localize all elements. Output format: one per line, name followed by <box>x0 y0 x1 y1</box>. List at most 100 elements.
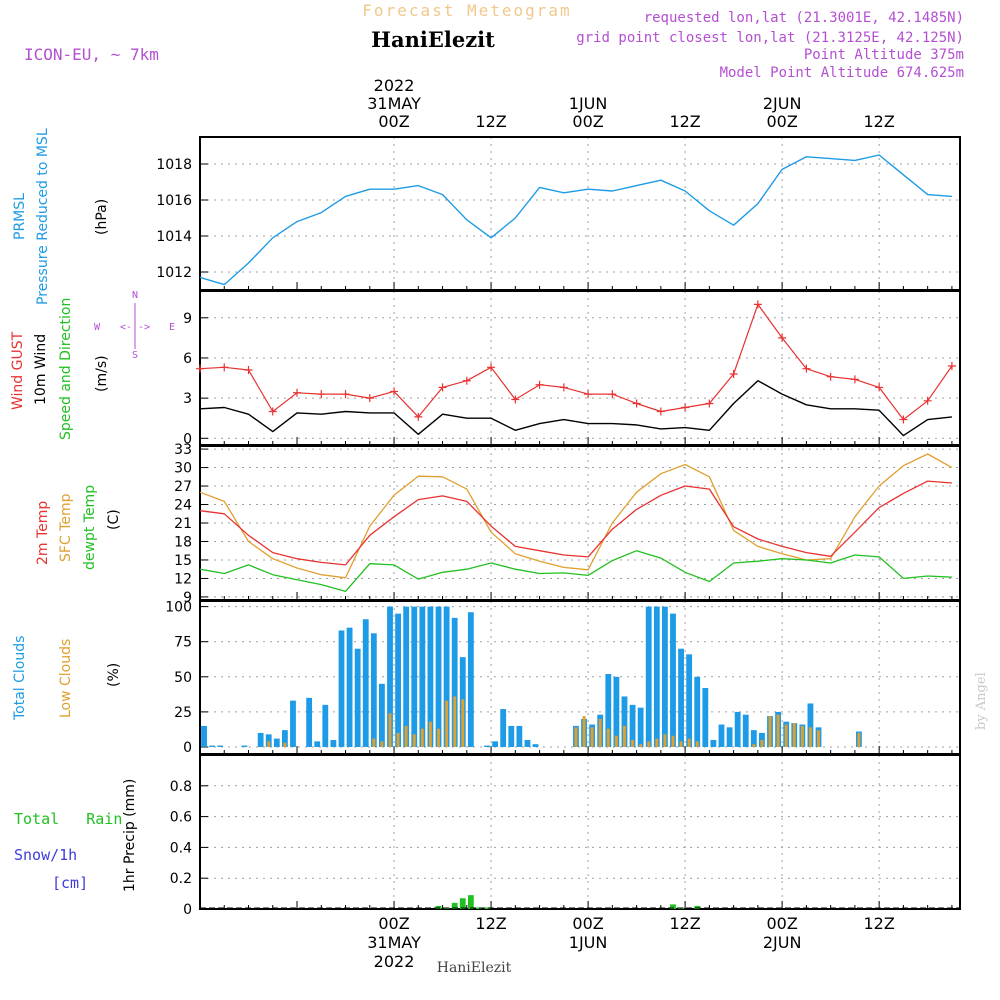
bottom-axis-label: 2022 <box>374 952 415 971</box>
total-cloud-bar <box>387 606 393 747</box>
low-cloud-bar <box>800 725 804 747</box>
total-cloud-bar <box>451 617 458 747</box>
wind-gust-marker <box>365 394 374 403</box>
total-cloud-bar <box>742 714 749 747</box>
bottom-axis-label: 2JUN <box>763 933 802 952</box>
pressure-ytick-label: 1012 <box>156 265 192 281</box>
wind-gust-marker <box>584 390 593 399</box>
total-cloud-bar <box>411 606 418 747</box>
wind-gust-marker <box>462 376 471 385</box>
total-cloud-bar <box>209 745 216 747</box>
chart-title: Forecast Meteogram <box>362 1 571 20</box>
low-cloud-bar <box>639 744 643 747</box>
low-cloud-bar <box>808 727 812 747</box>
clouds-ytick-label: 100 <box>165 600 192 616</box>
low-cloud-bar <box>671 735 675 747</box>
total-cloud-bar <box>314 741 321 747</box>
low-cloud-bar <box>752 744 756 747</box>
wind-label-gust: Wind GUST <box>10 331 26 410</box>
total-cloud-bar <box>661 606 668 747</box>
low-cloud-bar <box>380 741 384 747</box>
total-cloud-bar <box>379 683 385 747</box>
total-cloud-bar <box>290 700 296 747</box>
wind-gust-marker <box>608 390 617 399</box>
rain-bar <box>670 904 676 909</box>
total-cloud-bar <box>492 741 499 747</box>
bottom-axis-label: 12Z <box>669 914 700 933</box>
total-cloud-bar <box>419 606 426 747</box>
rain-bar <box>694 905 701 909</box>
top-axis-label: 00Z <box>378 112 409 131</box>
low-cloud-bar <box>792 723 796 747</box>
temp-label-sfc: SFC Temp <box>58 493 74 562</box>
wind-gust-marker <box>268 407 277 416</box>
total-cloud-bar <box>637 707 644 747</box>
wind-gust-marker <box>826 372 835 381</box>
cloud-label-low: Low Clouds <box>58 639 74 718</box>
rain-bar <box>476 907 482 909</box>
low-cloud-bar <box>631 739 635 747</box>
temp-labels: 2m Temp SFC Temp dewpt Temp (C) <box>35 485 122 570</box>
precip-ytick-label: 0 <box>183 902 192 918</box>
prmsl-line <box>199 154 952 286</box>
top-axis-label: 1JUN <box>569 94 608 113</box>
total-cloud-bar <box>306 697 313 747</box>
total-cloud-bar <box>508 725 515 747</box>
precip-ytick-label: 0.4 <box>170 840 192 856</box>
low-cloud-bar <box>388 713 392 747</box>
wind-gust-marker <box>390 387 399 396</box>
total-cloud-bar <box>346 627 353 747</box>
wind-gust-marker <box>923 396 932 405</box>
pressure-labels: PRMSL Pressure Reduced to MSL (hPa) <box>12 128 110 305</box>
total-cloud-bar <box>484 745 490 747</box>
wind-ytick-label: 0 <box>183 431 192 447</box>
total-cloud-bar <box>467 612 474 747</box>
wind-ytick-label: 3 <box>183 391 192 407</box>
low-cloud-bar <box>857 732 861 747</box>
wind-gust-marker <box>729 370 738 379</box>
total-cloud-bar <box>524 739 531 747</box>
total-cloud-bar <box>629 704 636 747</box>
temp-ytick-label: 15 <box>174 553 192 569</box>
temp-ytick-label: 30 <box>174 461 192 477</box>
wind-gust-marker <box>220 363 229 372</box>
temp-label-dewpt: dewpt Temp <box>82 485 98 570</box>
wind-gust-marker <box>850 375 859 384</box>
precip-label-unit: 1hr Precip (mm) <box>122 779 138 892</box>
temp-ytick-label: 33 <box>174 442 192 458</box>
total-cloud-bar <box>516 725 523 747</box>
clouds-ytick-label: 25 <box>174 705 192 721</box>
top-axis-label: 12Z <box>863 112 894 131</box>
point-altitude: Point Altitude 375m <box>804 47 964 63</box>
low-cloud-bar <box>574 727 578 747</box>
total-cloud-bar <box>265 734 272 747</box>
precip-panel: 0 0.2 0.4 0.6 0.8 <box>170 754 961 918</box>
rain-bar <box>459 898 466 909</box>
bottom-axis-label: 31MAY <box>367 933 421 952</box>
total-cloud-bar <box>750 730 757 747</box>
bottom-axis-label: 00Z <box>378 914 409 933</box>
top-axis-label: 31MAY <box>367 94 421 113</box>
wind-gust-marker <box>196 364 204 373</box>
cloud-labels: Total Clouds Low Clouds (%) <box>12 636 122 721</box>
low-cloud-bar <box>590 727 594 747</box>
total-cloud-bar <box>678 648 684 747</box>
temp-label-unit: (C) <box>106 509 122 530</box>
cloud-label-unit: (%) <box>106 663 122 687</box>
wind-gust-marker <box>681 403 690 412</box>
total-cloud-bar <box>500 709 507 747</box>
wind-gust-marker <box>317 390 326 399</box>
precip-grid: 0 0.2 0.4 0.6 0.8 <box>170 755 960 918</box>
total-cloud-bar <box>201 725 207 747</box>
low-cloud-bar <box>760 739 764 747</box>
low-cloud-bar <box>283 742 287 747</box>
wind-gust-marker <box>341 390 350 399</box>
wind-gust-marker <box>438 383 447 392</box>
temp-ytick-label: 9 <box>183 590 192 606</box>
low-cloud-bar <box>614 735 618 747</box>
low-cloud-bar <box>404 725 408 747</box>
low-cloud-bar <box>420 728 424 747</box>
clouds-panel: 0 25 50 75 100 <box>165 600 961 756</box>
low-cloud-bar <box>687 738 691 747</box>
